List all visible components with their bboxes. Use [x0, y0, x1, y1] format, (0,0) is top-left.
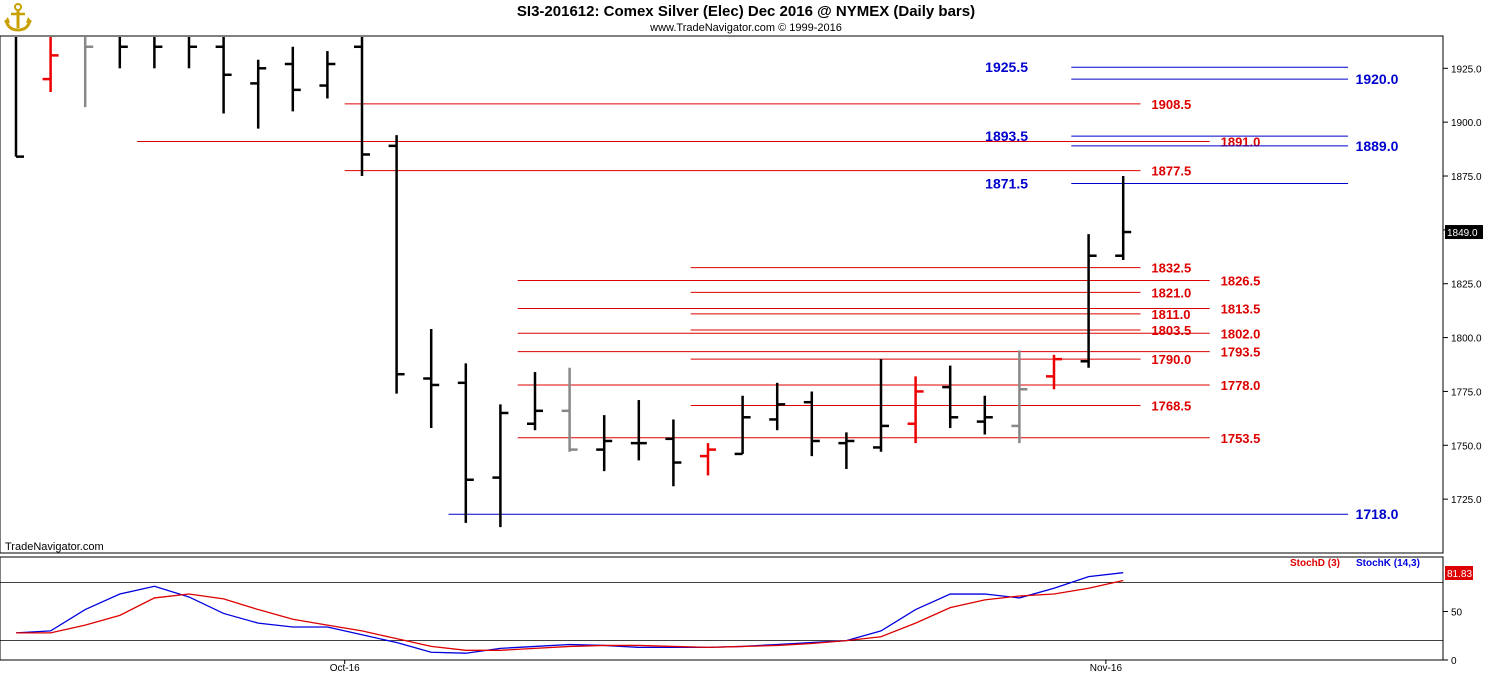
chart-title: SI3-201612: Comex Silver (Elec) Dec 2016…: [516, 3, 976, 20]
anchor-logo-icon: [4, 3, 32, 32]
stoch-pane-frame: [0, 556, 1444, 661]
chart-header: SI3-201612: Comex Silver (Elec) Dec 2016…: [0, 0, 1492, 36]
level-label: 1920.0: [1356, 71, 1399, 87]
level-label: 1790.0: [1151, 352, 1191, 367]
price-axis-label: 1900.0: [1451, 118, 1482, 129]
stoch-series-line: [15, 572, 1124, 654]
level-label: 1813.5: [1221, 302, 1261, 317]
level-label: 1778.0: [1221, 378, 1261, 393]
price-axis-label: 1875.0: [1451, 172, 1482, 183]
level-label: 1893.5: [985, 128, 1028, 144]
price-axis-label: 1750.0: [1451, 441, 1482, 452]
x-axis-label: Oct-16: [330, 663, 360, 674]
price-pane-frame: [0, 35, 1444, 554]
level-label: 1718.0: [1356, 506, 1399, 522]
level-label: 1925.5: [985, 59, 1028, 75]
level-label: 1793.5: [1221, 345, 1261, 360]
level-label: 1871.5: [985, 176, 1028, 192]
stoch-series-line: [16, 579, 1124, 651]
price-axis-label: 1925.0: [1451, 64, 1482, 75]
stoch-legend-entry: StochD (3): [1290, 558, 1340, 569]
chart-subtitle: www.TradeNavigator.com © 1999-2016: [650, 22, 842, 34]
watermark-text: TradeNavigator.com: [5, 541, 104, 553]
price-axis-label: 1825.0: [1451, 280, 1482, 291]
level-label: 1768.5: [1151, 398, 1191, 413]
last-price-tag: [1445, 225, 1483, 240]
level-label: 1832.5: [1151, 261, 1191, 276]
level-label: 1908.5: [1151, 97, 1191, 112]
level-label: 1826.5: [1221, 273, 1261, 288]
level-label: 1811.0: [1151, 307, 1190, 322]
price-axis-label: 1800.0: [1451, 334, 1482, 345]
level-label: 1802.0: [1221, 326, 1261, 341]
stoch-legend-entry: StochK (14,3): [1356, 558, 1420, 569]
level-label: 1891.0: [1221, 135, 1261, 150]
stoch-value-label: 81.83: [1447, 569, 1472, 580]
price-axis-label: 1725.0: [1451, 495, 1482, 506]
stoch-axis-label: 50: [1451, 608, 1463, 619]
level-label: 1753.5: [1221, 431, 1261, 446]
last-price-label: 1849.0: [1447, 228, 1478, 239]
stoch-value-tag: [1445, 566, 1473, 580]
level-label: 1821.0: [1151, 285, 1191, 300]
x-axis-label: Nov-16: [1090, 663, 1123, 674]
price-axis-label: 1775.0: [1451, 387, 1482, 398]
stoch-axis-label: 0: [1451, 656, 1457, 667]
level-label: 1877.5: [1151, 164, 1191, 179]
level-label: 1889.0: [1356, 138, 1399, 154]
level-label: 1803.5: [1151, 323, 1191, 338]
